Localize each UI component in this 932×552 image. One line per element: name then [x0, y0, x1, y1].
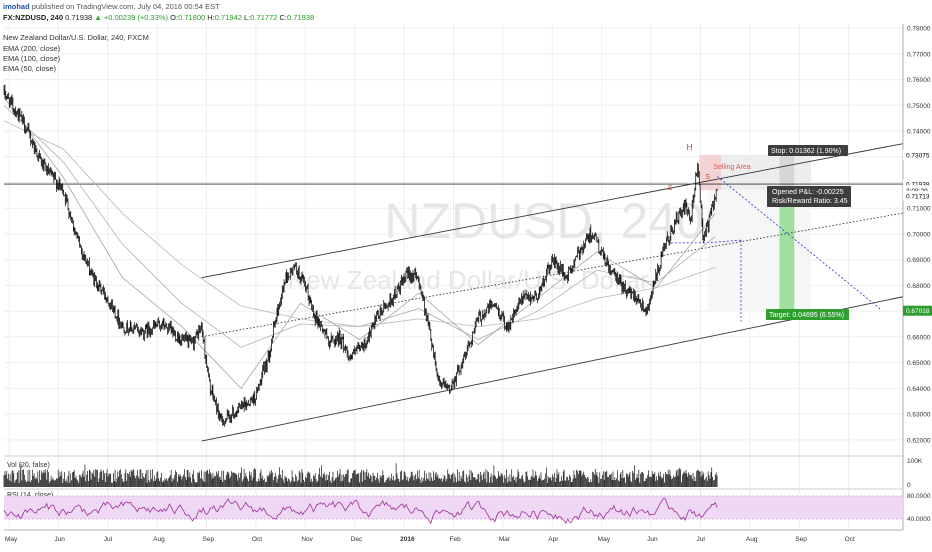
time-tick-label: Sep — [795, 536, 807, 543]
badge-entry: 0.71713 — [906, 193, 930, 200]
candle-series — [3, 84, 718, 427]
badge-target: 0.67018 — [906, 308, 930, 315]
badge-stop-bg — [903, 149, 932, 160]
rsi-line — [3, 497, 718, 525]
volume-tick-top: 100K — [907, 458, 923, 465]
open-value: 0.71800 — [178, 13, 206, 22]
legend-ema200[interactable]: EMA (200, close) — [3, 44, 61, 53]
time-tick-label: 2016 — [400, 536, 415, 543]
projection[interactable] — [716, 175, 882, 311]
badge-last: 0.71938 — [906, 182, 930, 189]
price-tick-label: 0.63000 — [907, 412, 931, 419]
time-tick-label: Mar — [499, 536, 511, 543]
stop-zone — [708, 154, 812, 190]
badge-countdown-bg — [903, 185, 932, 196]
time-tick-label: Sep — [203, 536, 215, 543]
time-tick-label: Nov — [301, 536, 313, 543]
price-tick-label: 0.74000 — [907, 129, 931, 136]
price-tick-label: 0.77000 — [907, 51, 931, 58]
watermark-name: New Zealand Dollar/U.S. Dollar — [288, 265, 650, 295]
target-zone — [708, 189, 812, 311]
badge-target-bg — [903, 305, 932, 316]
time-tick-label: Aug — [746, 536, 758, 543]
symbol-label[interactable]: FX:NZDUSD, 240 — [3, 13, 64, 22]
watermark-symbol: NZDUSD, 240 — [384, 193, 704, 249]
time-tick-label: May — [598, 536, 611, 543]
open-label: O: — [170, 13, 179, 22]
price-tick-label: 0.65000 — [907, 360, 931, 367]
price-tick-label: 0.66000 — [907, 334, 931, 341]
volume-tick-bottom: 0 — [907, 482, 911, 489]
ema50-line — [3, 97, 716, 390]
selling-area-label: Selling Area — [713, 164, 750, 171]
price-tick-label: 0.62000 — [907, 437, 931, 444]
neckline[interactable] — [670, 239, 742, 244]
time-tick-label: Jul — [696, 536, 705, 543]
time-tick-label: Feb — [450, 536, 462, 543]
badge-last-bg — [903, 179, 932, 190]
header-published: imohad published on TradingView.com, Jul… — [3, 2, 220, 11]
price-tick-label: 0.75000 — [907, 103, 931, 110]
badge-stop: 0.73075 — [906, 152, 930, 159]
rsi-band — [4, 496, 903, 519]
stop-box — [768, 145, 848, 156]
volume-label[interactable]: Vol (20, false) — [7, 462, 50, 469]
channel-lower[interactable] — [201, 296, 904, 442]
pnl-text: Opened P&L: -0.00225 — [772, 189, 844, 196]
time-tick-label: Jun — [647, 536, 658, 543]
time-tick-label: Jul — [104, 536, 113, 543]
time-tick-label: Aug — [153, 536, 165, 543]
price-tick-label: 0.69000 — [907, 257, 931, 264]
ohlc-values: O:0.71800 H:0.71942 L:0.71772 C:0.71938 — [170, 13, 314, 22]
left-shoulder-label: S — [668, 185, 673, 192]
badge-entry-bg — [903, 190, 932, 201]
stop-text: Stop: 0.01362 (1.90%) — [771, 148, 841, 155]
low-value: 0.71772 — [250, 13, 278, 22]
volume-bars — [3, 463, 718, 487]
time-tick-label: Apr — [548, 536, 559, 543]
time-tick-label: Oct — [252, 536, 262, 543]
time-tick-label: May — [5, 536, 18, 543]
right-shoulder-label: S — [705, 174, 710, 181]
selling-area-box — [699, 154, 722, 190]
time-tick-label: Oct — [845, 536, 855, 543]
ema100-line — [3, 105, 716, 348]
rsi-label[interactable]: RSI (14, close) — [7, 492, 53, 499]
legend-ema100[interactable]: EMA (100, close) — [3, 54, 61, 63]
price-tick-label: 0.64000 — [907, 386, 931, 393]
legend-ema50[interactable]: EMA (50, close) — [3, 64, 56, 73]
header-symbol-row: FX:NZDUSD, 240 0.71938 ▲ +0.00239 (+0.33… — [3, 13, 314, 22]
high-label: H: — [207, 13, 215, 22]
close-value: 0.71938 — [287, 13, 315, 22]
author-name[interactable]: imohad — [3, 2, 30, 11]
rsi-upper-label: 80.0000 — [907, 493, 931, 500]
high-value: 0.71942 — [214, 13, 242, 22]
target-box — [766, 309, 849, 320]
stop-bar — [779, 154, 795, 190]
channel-upper[interactable] — [201, 143, 904, 279]
price-change: ▲ +0.00239 (+0.33%) — [94, 13, 169, 22]
price-tick-label: 0.70000 — [907, 231, 931, 238]
time-tick-label: Jun — [54, 536, 65, 543]
price-tick-label: 0.76000 — [907, 77, 931, 84]
pnl-box — [767, 186, 851, 207]
close-label: C: — [279, 13, 288, 22]
legend-title[interactable]: New Zealand Dollar/U.S. Dollar, 240, FXC… — [3, 33, 149, 42]
last-price: 0.71938 — [65, 13, 93, 22]
low-label: L: — [244, 13, 251, 22]
price-tick-label: 0.78000 — [907, 26, 931, 33]
price-tick-label: 0.71000 — [907, 206, 931, 213]
rr-text: Risk/Reward Ratio: 3.45 — [772, 198, 848, 205]
published-text: published on TradingView.com, July 04, 2… — [31, 2, 220, 11]
price-tick-label: 0.68000 — [907, 283, 931, 290]
target-bar — [779, 189, 795, 311]
time-tick-label: Dec — [351, 536, 363, 543]
target-text: Target: 0.04695 (6.55%) — [769, 312, 844, 319]
head-label: H — [687, 143, 693, 152]
rsi-lower-label: 40.0000 — [907, 516, 931, 523]
